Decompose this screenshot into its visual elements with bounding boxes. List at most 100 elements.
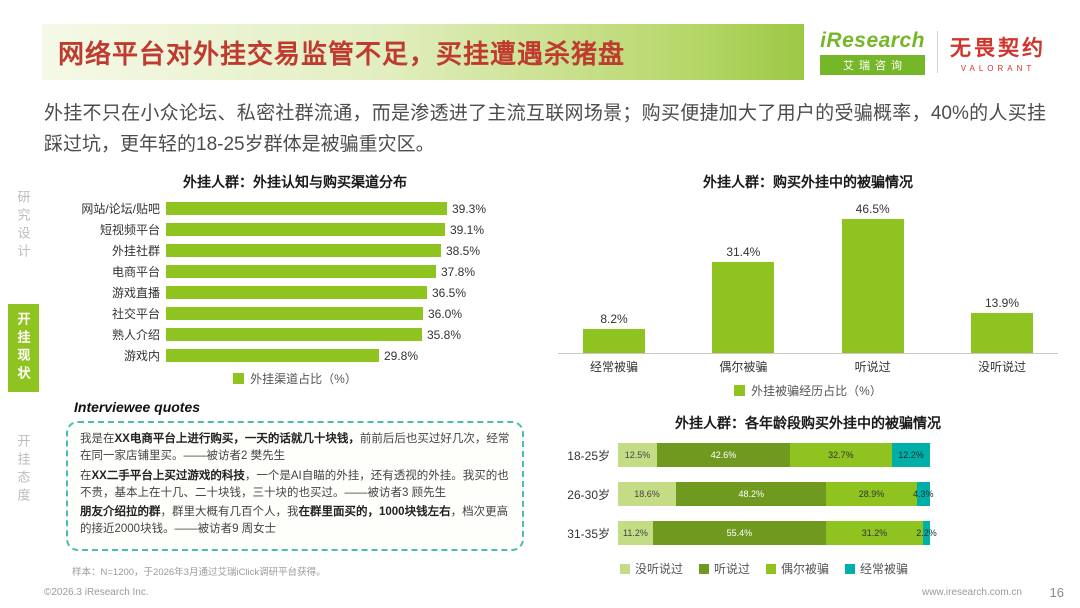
value-label: 35.8% — [427, 327, 462, 342]
scam-chart: 外挂人群：购买外挂中的被骗情况 8.2% 31.4% 46.5% 13.9% 经常被骗… — [558, 172, 1058, 399]
value-label: 31.4% — [726, 245, 761, 259]
bar-group: 8.2% — [566, 312, 662, 353]
value-label: 36.5% — [432, 285, 467, 300]
segment: 2.2% — [916, 521, 937, 545]
segment: 12.5% — [618, 443, 657, 467]
quote-text: 一天的话就几十块钱， — [244, 433, 360, 445]
sidebar-item[interactable]: 开挂态度 — [15, 434, 31, 506]
stacked-bar: 18.6% 48.2% 28.9% 4.3% — [618, 482, 934, 506]
value-label: 36.0% — [428, 306, 463, 321]
quote-text: ，群里大概有几百个人，我 — [160, 506, 299, 518]
channels-bars: 网站/论坛/贴吧 39.3% 短视频平台 39.1% 外挂社群 38.5% 电商平台 37.8… — [66, 201, 524, 364]
interviewee-quotes: Interviewee quotes 我是在XX电商平台上进行购买，一天的话就几… — [66, 399, 524, 551]
valorant-logo-en: VALORANT — [960, 63, 1036, 73]
scam-bars: 8.2% 31.4% 46.5% 13.9% — [558, 202, 1058, 354]
stacked-bar-row: 18-25岁 12.5% 42.6% 32.7% 12.2% — [558, 443, 1058, 467]
stacked-bar: 12.5% 42.6% 32.7% 12.2% — [618, 443, 930, 467]
legend-item: 没听说过 — [620, 560, 683, 577]
channel-bar-row: 游戏直播 36.5% — [66, 285, 524, 301]
legend-label: 经常被骗 — [860, 562, 909, 576]
segment: 42.6% — [657, 443, 790, 467]
value-label: 39.1% — [450, 222, 485, 237]
copyright: ©2026.3 iResearch Inc. — [44, 587, 149, 598]
legend-swatch-green — [233, 373, 245, 384]
quote-text: XX二手平台上买过游戏的科技 — [91, 469, 245, 482]
quote-item: 在XX二手平台上买过游戏的科技，一个是AI自瞄的外挂，还有透视的外挂。我买的也不… — [80, 468, 510, 503]
value-label: 38.5% — [446, 243, 481, 258]
channel-bar-row: 游戏内 29.8% — [66, 349, 524, 364]
bar-group: 13.9% — [954, 296, 1050, 353]
channel-bar-row: 短视频平台 39.1% — [66, 222, 524, 238]
legend-label: 外挂被骗经历占比（%） — [751, 384, 882, 398]
quote-text: 在群里面买的，1000块钱左右 — [298, 506, 451, 518]
chart-title: 外挂人群：各年龄段购买外挂中的被骗情况 — [675, 415, 941, 431]
legend-swatch — [845, 563, 856, 574]
channel-bar-row: 网站/论坛/贴吧 39.3% — [66, 201, 524, 217]
category-label: 经常被骗 — [589, 360, 638, 374]
channel-bar-row: 社交平台 36.0% — [66, 306, 524, 322]
stacked-bar: 11.2% 55.4% 31.2% 2.2% — [618, 521, 937, 545]
quote-text: 在 — [80, 469, 92, 482]
left-column: 外挂人群：外挂认知与购买渠道分布 网站/论坛/贴吧 39.3% 短视频平台 39.1%… — [66, 172, 524, 577]
page-title: 网络平台对外挂交易监管不足，买挂遭遇杀猪盘 — [58, 38, 626, 69]
quote-item: 我是在XX电商平台上进行购买，一天的话就几十块钱，前前后后也买过好几次，经常在同… — [80, 431, 510, 466]
sidebar-item[interactable]: 开挂现状 — [7, 304, 39, 392]
bar — [166, 244, 441, 257]
channel-bar-row: 外挂社群 38.5% — [66, 243, 524, 259]
category-label: 游戏内 — [123, 349, 160, 363]
legend-swatch — [620, 563, 630, 574]
valorant-logo-cn: 无畏契约 — [950, 36, 1046, 60]
category-label: 外挂社群 — [111, 244, 160, 258]
bar — [166, 307, 423, 320]
iresearch-logo-cn: 艾瑞咨询 — [820, 55, 925, 75]
value-label: 8.2% — [600, 312, 628, 326]
quote-text: 前前后后也买过好几次，经常在同一家店铺里买。——被访者2 樊先生 — [80, 433, 510, 463]
category-label: 网站/论坛/贴吧 — [81, 202, 160, 216]
category-label: 游戏直播 — [111, 286, 160, 300]
legend-item: 听说过 — [699, 560, 750, 577]
bar-group: 46.5% — [825, 202, 921, 353]
category-label: 31-35岁 — [567, 526, 610, 541]
bar — [166, 265, 436, 278]
legend-label: 外挂渠道占比（%） — [250, 372, 357, 386]
main-content: 外挂人群：外挂认知与购买渠道分布 网站/论坛/贴吧 39.3% 短视频平台 39.1%… — [66, 172, 1058, 577]
legend-label: 偶尔被骗 — [781, 562, 830, 576]
value-label: 39.3% — [452, 201, 487, 216]
legend-label: 没听说过 — [635, 562, 684, 576]
age-scam-chart: 外挂人群：各年龄段购买外挂中的被骗情况 18-25岁 12.5% 42.6% 32.7… — [558, 413, 1058, 577]
quote-text: ，一个是AI自瞄的外挂，还有透视的外挂。我买的也不贵，基本上在十几、二十块钱，三… — [80, 469, 509, 499]
bar — [712, 262, 775, 353]
title-band: 网络平台对外挂交易监管不足，买挂遭遇杀猪盘 — [42, 24, 805, 80]
quote-text: ，档次更高的接近2000块钱。——被访者9 周女士 — [80, 506, 509, 536]
channels-legend: 外挂渠道占比（%） — [66, 370, 524, 387]
category-label: 社交平台 — [111, 307, 160, 321]
channel-bar-row: 电商平台 37.8% — [66, 264, 524, 280]
segment: 48.2% — [676, 482, 827, 506]
value-label: 37.8% — [441, 264, 476, 279]
logos: iResearch 艾瑞咨询 无畏契约 VALORANT — [804, 29, 1046, 75]
category-label: 偶尔被骗 — [719, 360, 768, 374]
page-number: 16 — [1049, 585, 1064, 600]
bar — [583, 329, 645, 353]
iresearch-logo-text: iResearch — [820, 29, 925, 52]
category-label: 18-25岁 — [567, 448, 610, 463]
website-url: www.iresearch.com.cn — [921, 587, 1022, 598]
segment: 55.4% — [652, 521, 826, 545]
category-label: 听说过 — [854, 360, 891, 374]
category-label: 短视频平台 — [99, 223, 160, 237]
segment: 11.2% — [618, 521, 653, 545]
bar — [970, 313, 1033, 353]
category-label: 没听说过 — [977, 360, 1026, 374]
bar — [166, 202, 447, 215]
bar-group: 31.4% — [695, 245, 791, 353]
age-stacked-bars: 18-25岁 12.5% 42.6% 32.7% 12.2% 26-30岁 18.6% 48.… — [558, 443, 1058, 545]
age-chart-legend: 没听说过 听说过 偶尔被骗 经常被骗 — [620, 560, 1058, 577]
sidebar-item[interactable]: 研究设计 — [15, 190, 31, 262]
logo-divider — [937, 31, 938, 73]
legend-label: 听说过 — [714, 562, 751, 576]
bar — [841, 219, 904, 353]
value-label: 46.5% — [855, 202, 890, 216]
segment: 12.2% — [891, 443, 930, 467]
category-label: 26-30岁 — [567, 487, 610, 502]
category-label: 熟人介绍 — [111, 328, 160, 342]
